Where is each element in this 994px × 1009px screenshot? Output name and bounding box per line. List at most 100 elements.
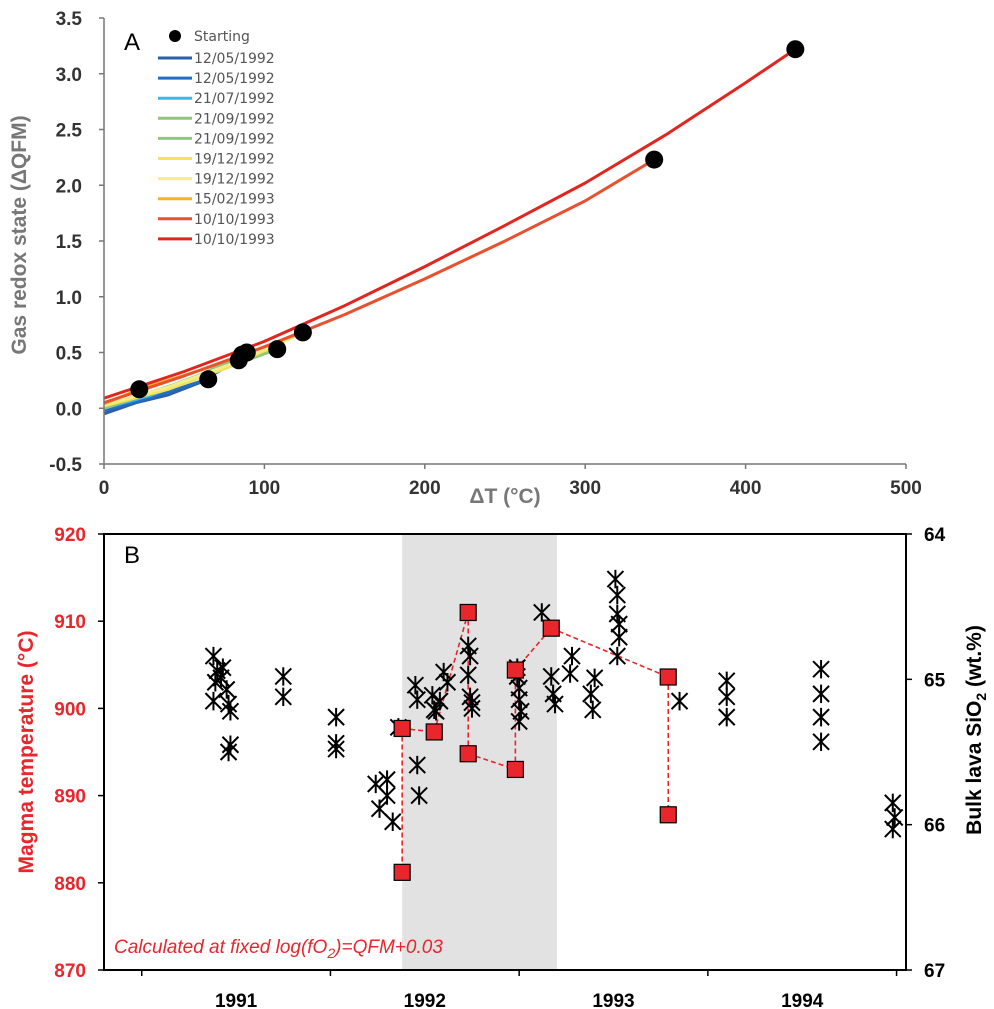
- temperature-connector-7: [550, 627, 669, 678]
- x-tick-label: 200: [409, 478, 441, 499]
- sio2-point-18: [378, 770, 396, 789]
- legend-label-6: 19/12/1992: [194, 172, 275, 188]
- starting-point-0: [130, 380, 149, 399]
- temperature-points: [393, 603, 677, 881]
- sio2-point-53: [606, 569, 625, 589]
- series-line-0: [103, 377, 209, 416]
- legend-label-2: 21/07/1992: [194, 91, 275, 107]
- temperature-point-4: [459, 745, 477, 763]
- sio2-point-22: [406, 675, 425, 695]
- year-label: 1991: [215, 991, 258, 1009]
- legend-label-starting: Starting: [194, 29, 250, 45]
- left-tick-label: 900: [54, 699, 86, 720]
- left-tick-label: 880: [54, 874, 86, 895]
- series-line-9: [103, 47, 797, 400]
- panel-a-x-ticks: 0 100 200 300 400 500: [99, 464, 922, 499]
- sio2-point-24: [408, 755, 426, 775]
- legend-label-8: 10/10/1993: [194, 212, 275, 228]
- sio2-point-48: [561, 664, 579, 683]
- sio2-point-66: [812, 732, 830, 752]
- sio2-point-12: [274, 687, 292, 706]
- sio2-point-51: [584, 700, 602, 720]
- sio2-point-13: [327, 707, 345, 727]
- x-tick-label: 100: [249, 478, 281, 499]
- panel-a-label: A: [124, 29, 140, 56]
- right-tick-label: 66: [924, 816, 945, 837]
- starting-point-1: [199, 370, 218, 389]
- legend-label-1: 12/05/1992: [194, 71, 275, 87]
- sio2-point-7: [221, 702, 240, 721]
- sio2-points: [204, 569, 904, 839]
- sio2-point-0: [204, 646, 223, 666]
- panel-b-left-axis-title: Magma temperature (°C): [15, 631, 38, 874]
- sio2-point-3: [204, 691, 223, 711]
- sio2-point-10: [221, 735, 240, 754]
- sio2-point-54: [608, 585, 626, 605]
- sio2-point-26: [423, 686, 442, 705]
- panel-a-starting-points: [130, 40, 805, 399]
- sio2-point-19: [378, 786, 396, 805]
- sio2-point-23: [408, 690, 426, 709]
- y-tick-label: -0.5: [49, 455, 82, 476]
- sio2-point-69: [884, 819, 902, 839]
- panel-b: 1991 1992 1993 1994 870 880 890 900 910 920 67 66…: [15, 525, 989, 1009]
- sio2-point-5: [214, 658, 232, 677]
- panel-b-right-axis-title: Bulk lava SiO2 (wt.%): [963, 625, 989, 835]
- starting-point-8: [786, 40, 805, 59]
- sio2-point-33: [461, 646, 479, 666]
- temperature-point-0: [393, 719, 411, 738]
- right-title-main: Bulk lava SiO: [963, 701, 986, 835]
- annotation-tail: )=QFM+0.03: [333, 937, 443, 958]
- panel-a-y-axis-title: Gas redox state (ΔQFM): [8, 115, 31, 354]
- sio2-point-52: [585, 668, 604, 688]
- sio2-point-65: [812, 707, 830, 727]
- temperature-point-8: [659, 668, 677, 686]
- x-tick-label: 300: [569, 478, 601, 499]
- right-tick-label: 64: [924, 525, 946, 546]
- sio2-point-57: [610, 627, 628, 647]
- year-label: 1992: [404, 991, 446, 1009]
- fixed-fo2-annotation: Calculated at fixed log(fO2)=QFM+0.03: [114, 937, 443, 961]
- shaded-period: [402, 534, 557, 970]
- sio2-point-43: [510, 712, 528, 731]
- year-label: 1993: [592, 991, 634, 1009]
- y-tick-label: 3.5: [56, 9, 83, 30]
- sio2-point-45: [542, 667, 560, 686]
- temperature-point-6: [506, 661, 524, 679]
- panel-b-label: B: [124, 542, 140, 569]
- starting-point-7: [645, 150, 664, 169]
- sio2-point-63: [812, 659, 830, 679]
- legend-label-5: 19/12/1992: [194, 152, 275, 168]
- sio2-point-8: [217, 680, 236, 699]
- panel-a-legend: Starting 12/05/1992 12/05/1992 21/07/1992 2…: [158, 29, 275, 248]
- sio2-point-20: [384, 812, 402, 831]
- starting-point-4: [237, 343, 256, 362]
- y-tick-label: 3.0: [56, 65, 82, 86]
- sio2-point-11: [274, 667, 292, 686]
- sio2-point-64: [812, 684, 830, 704]
- right-title-tail: (wt.%): [963, 625, 986, 693]
- x-tick-label: 0: [99, 478, 110, 499]
- temperature-point-3: [459, 603, 477, 622]
- sio2-point-25: [410, 786, 428, 805]
- y-tick-label: 1.5: [56, 232, 83, 253]
- panel-b-right-ticks: 67 66 65 64: [906, 525, 946, 982]
- annotation-main: Calculated at fixed log(fO: [114, 937, 328, 958]
- legend-label-3: 21/09/1992: [194, 111, 275, 127]
- panel-b-x-ticks: 1991 1992 1993 1994: [140, 970, 898, 1009]
- legend-label-4: 21/09/1992: [194, 131, 275, 147]
- sio2-point-59: [670, 691, 689, 711]
- x-tick-label: 500: [890, 478, 922, 499]
- right-title-sub: 2: [973, 693, 989, 701]
- sio2-point-29: [431, 691, 449, 711]
- y-tick-label: 1.0: [56, 288, 82, 309]
- sio2-point-67: [884, 793, 902, 813]
- temperature-point-5: [506, 760, 524, 779]
- sio2-point-50: [582, 684, 600, 704]
- temperature-point-7: [542, 619, 560, 637]
- legend-label-9: 10/10/1993: [194, 232, 275, 248]
- right-tick-label: 65: [924, 670, 946, 691]
- panel-b-frame: [103, 533, 907, 971]
- temperature-point-9: [659, 806, 677, 824]
